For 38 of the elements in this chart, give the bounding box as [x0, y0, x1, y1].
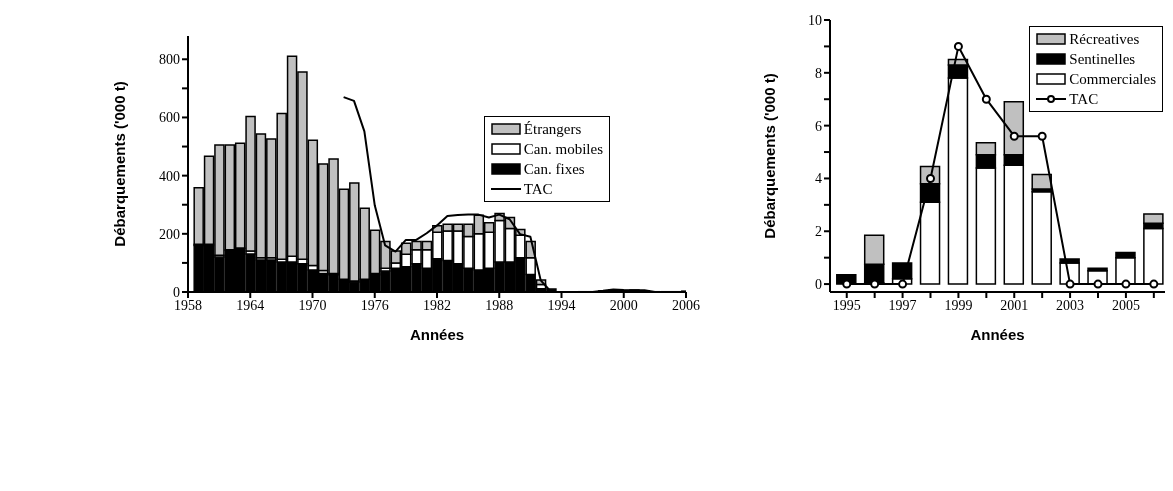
legend-label: TAC — [523, 180, 553, 199]
y-tick-label: 8 — [815, 65, 822, 81]
y-tick-label: 200 — [159, 226, 180, 242]
legend-label: Can. mobiles — [523, 140, 603, 159]
x-axis-title: Années — [970, 326, 1025, 343]
y-tick-label: 10 — [808, 12, 822, 28]
x-tick-label: 1964 — [236, 297, 265, 313]
x-axis-title: Années — [409, 326, 465, 343]
y-tick-label: 4 — [815, 171, 822, 187]
x-tick-label: 1988 — [485, 297, 514, 313]
y-tick-label: 2 — [815, 224, 822, 240]
y-tick-label: 0 — [173, 284, 180, 300]
y-tick-label: 6 — [815, 118, 822, 134]
x-tick-label: 2005 — [1111, 297, 1140, 313]
x-tick-label: 1982 — [423, 297, 451, 313]
x-tick-label: 1999 — [944, 297, 973, 313]
x-tick-label: 1997 — [888, 297, 917, 313]
legend-label: Can. fixes — [523, 160, 585, 179]
y-tick-label: 800 — [159, 52, 180, 68]
x-tick-label: 2001 — [1000, 297, 1029, 313]
x-tick-label: 2003 — [1056, 297, 1085, 313]
x-tick-label: 2000 — [609, 297, 638, 313]
legend-label: Commerciales — [1069, 70, 1156, 89]
legend-label: Sentinelles — [1069, 50, 1136, 69]
x-tick-label: 1976 — [360, 297, 389, 313]
legend-label: TAC — [1069, 90, 1099, 109]
y-tick-label: 600 — [159, 110, 180, 126]
x-tick-label: 2006 — [672, 297, 700, 313]
x-tick-label: 1970 — [298, 297, 327, 313]
y-tick-label: 400 — [159, 168, 180, 184]
x-tick-label: 1958 — [174, 297, 202, 313]
y-axis-title: Débarquements ('000 t) — [111, 81, 129, 247]
legend-label: Étrangers — [523, 120, 582, 139]
x-tick-label: 1994 — [547, 297, 576, 313]
y-axis-title: Débarquements ('000 t) — [761, 73, 779, 239]
legend-label: Récreatives — [1069, 30, 1140, 49]
y-tick-label: 0 — [815, 277, 822, 293]
x-tick-label: 1995 — [832, 297, 861, 313]
